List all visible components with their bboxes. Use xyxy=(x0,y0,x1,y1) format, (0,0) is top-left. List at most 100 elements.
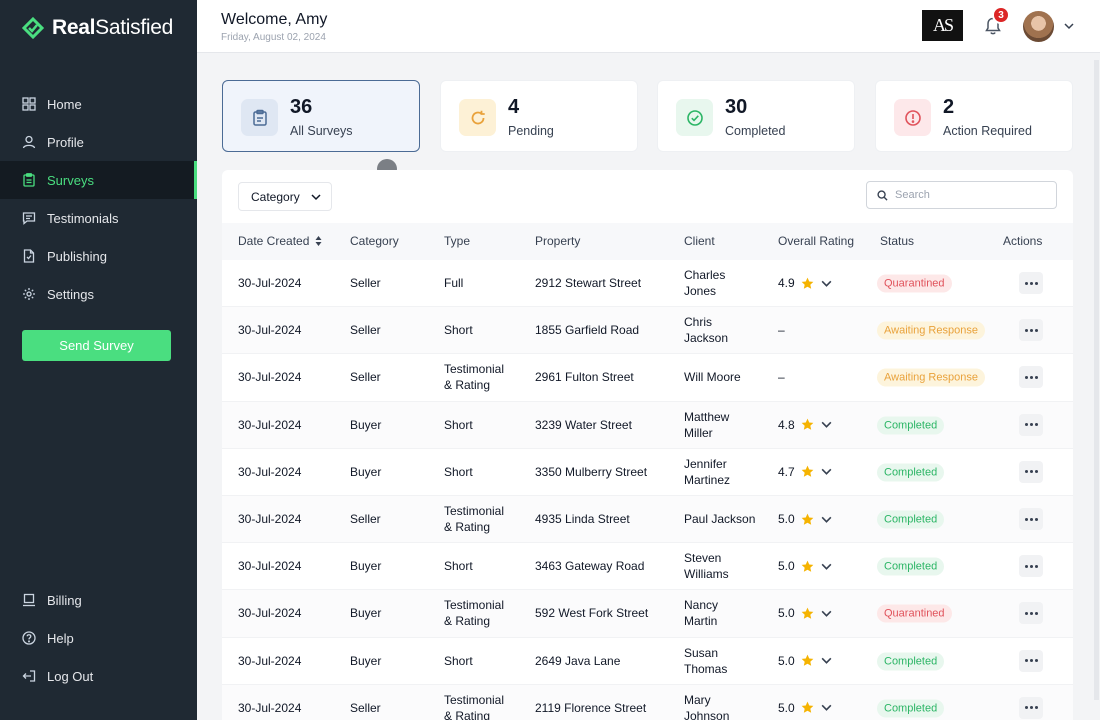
star-icon xyxy=(801,277,814,289)
column-status: Status xyxy=(880,234,915,248)
sidebar-item-surveys[interactable]: Surveys xyxy=(0,161,197,199)
row-actions-button[interactable] xyxy=(1019,366,1043,389)
cell-actions xyxy=(1019,413,1043,436)
brand-logo[interactable]: RealSatisfied xyxy=(22,16,173,40)
clipboard-icon xyxy=(23,173,35,187)
table-row[interactable]: 30-Jul-2024 Seller Full 2912 Stewart Street… xyxy=(222,260,1073,308)
cell-status: Awaiting Response xyxy=(877,321,985,340)
row-actions-button[interactable] xyxy=(1019,460,1043,483)
sidebar-item-profile[interactable]: Profile xyxy=(0,123,197,161)
cell-date: 30-Jul-2024 xyxy=(238,417,302,432)
avatar[interactable] xyxy=(1023,11,1054,42)
logout-icon xyxy=(22,670,36,682)
rating-value: 5.0 xyxy=(778,653,795,668)
table-row[interactable]: 30-Jul-2024 Seller Testimonial & Rating 4935… xyxy=(222,495,1073,544)
cell-client: Chris Jackson xyxy=(684,314,764,346)
star-icon xyxy=(801,513,814,525)
stat-card-action-required[interactable]: 2 Action Required xyxy=(875,80,1073,152)
chevron-down-icon[interactable] xyxy=(820,513,833,526)
table-row[interactable]: 30-Jul-2024 Buyer Short 2649 Java Lane Susan… xyxy=(222,638,1073,685)
sidebar-item-settings[interactable]: Settings xyxy=(0,275,197,313)
stat-card-completed[interactable]: 30 Completed xyxy=(657,80,855,152)
row-actions-button[interactable] xyxy=(1019,649,1043,672)
search-input[interactable] xyxy=(895,189,1045,201)
stat-card-pending[interactable]: 4 Pending xyxy=(440,80,638,152)
chevron-down-icon[interactable] xyxy=(820,701,833,714)
help-icon xyxy=(22,631,36,645)
column-date-created[interactable]: Date Created xyxy=(238,234,322,248)
cell-client: Jennifer Martinez xyxy=(684,456,764,488)
cell-rating: 5.0 xyxy=(778,511,833,527)
table-row[interactable]: 30-Jul-2024 Buyer Testimonial & Rating 592 W… xyxy=(222,590,1073,638)
sort-icon xyxy=(315,236,322,246)
client-line: Paul Jackson xyxy=(684,512,756,527)
stat-label: All Surveys xyxy=(290,124,353,138)
chevron-down-icon[interactable] xyxy=(820,560,833,573)
cell-property: 2119 Florence Street xyxy=(535,700,647,715)
sidebar-item-logout[interactable]: Log Out xyxy=(0,657,197,695)
chevron-down-icon[interactable] xyxy=(1063,20,1075,32)
cell-actions xyxy=(1019,555,1043,578)
stat-value: 30 xyxy=(725,96,748,118)
page-scrollbar[interactable] xyxy=(1094,60,1099,700)
row-actions-button[interactable] xyxy=(1019,555,1043,578)
sidebar-item-home[interactable]: Home xyxy=(0,85,197,123)
chat-icon xyxy=(22,212,36,225)
chevron-down-icon[interactable] xyxy=(820,607,833,620)
table-row[interactable]: 30-Jul-2024 Seller Short 1855 Garfield Road… xyxy=(222,307,1073,355)
row-actions-button[interactable] xyxy=(1019,319,1043,342)
chevron-down-icon[interactable] xyxy=(820,418,833,431)
sidebar-item-testimonials[interactable]: Testimonials xyxy=(0,199,197,237)
sidebar-item-publishing[interactable]: Publishing xyxy=(0,237,197,275)
stat-label: Completed xyxy=(725,124,786,138)
cell-category: Seller xyxy=(350,700,381,715)
row-actions-button[interactable] xyxy=(1019,508,1043,531)
table-row[interactable]: 30-Jul-2024 Buyer Short 3463 Gateway Road St… xyxy=(222,543,1073,591)
stat-card-all-surveys[interactable]: 36 All Surveys xyxy=(222,80,420,152)
table-row[interactable]: 30-Jul-2024 Buyer Short 3239 Water Street Ma… xyxy=(222,401,1073,449)
cell-status: Quarantined xyxy=(877,274,952,293)
brand-diamond-icon xyxy=(22,17,44,39)
row-actions-button[interactable] xyxy=(1019,602,1043,625)
cell-category: Buyer xyxy=(350,559,382,574)
cell-status: Quarantined xyxy=(877,604,952,623)
row-actions-button[interactable] xyxy=(1019,413,1043,436)
sidebar-item-label: Home xyxy=(47,96,82,112)
sidebar-item-billing[interactable]: Billing xyxy=(0,581,197,619)
cell-client: Matthew Miller xyxy=(684,409,764,441)
cell-category: Seller xyxy=(350,276,381,291)
cell-actions xyxy=(1019,696,1043,719)
chevron-down-icon[interactable] xyxy=(820,277,833,290)
cell-actions xyxy=(1019,272,1043,295)
type-line: Testimonial xyxy=(444,692,505,707)
row-actions-button[interactable] xyxy=(1019,696,1043,719)
sidebar-item-help[interactable]: Help xyxy=(0,619,197,657)
client-line: Martinez xyxy=(684,472,731,487)
company-logo[interactable]: AS xyxy=(922,10,963,41)
cell-rating: 5.0 xyxy=(778,700,833,716)
type-line: & Rating xyxy=(444,614,491,629)
type-line: & Rating xyxy=(444,708,491,720)
cell-type: Short xyxy=(444,653,516,669)
alert-circle-icon xyxy=(904,109,921,126)
cell-date: 30-Jul-2024 xyxy=(238,512,302,527)
client-line: Charles xyxy=(684,268,726,283)
type-line: Short xyxy=(444,417,473,432)
search-box[interactable] xyxy=(866,181,1057,209)
table-row[interactable]: 30-Jul-2024 Seller Testimonial & Rating 2961… xyxy=(222,354,1073,402)
table-row[interactable]: 30-Jul-2024 Buyer Short 3350 Mulberry Stree… xyxy=(222,449,1073,496)
stat-label: Pending xyxy=(508,124,554,138)
stat-label: Action Required xyxy=(943,124,1032,138)
client-line: Martin xyxy=(684,614,718,629)
chevron-down-icon[interactable] xyxy=(820,654,833,667)
chevron-down-icon[interactable] xyxy=(820,465,833,478)
rating-value: 5.0 xyxy=(778,512,795,527)
row-actions-button[interactable] xyxy=(1019,272,1043,295)
send-survey-button[interactable]: Send Survey xyxy=(22,330,171,361)
table-row[interactable]: 30-Jul-2024 Seller Testimonial & Rating 2119… xyxy=(222,684,1073,720)
status-badge: Quarantined xyxy=(877,604,952,623)
status-badge: Awaiting Response xyxy=(877,368,985,387)
category-filter-dropdown[interactable]: Category xyxy=(238,182,332,211)
client-line: Williams xyxy=(684,567,729,582)
table-header: Date Created Category Type Property Clie… xyxy=(222,223,1073,260)
